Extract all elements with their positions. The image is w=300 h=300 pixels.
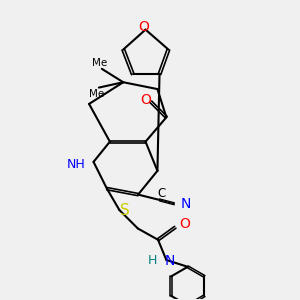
Text: NH: NH: [67, 158, 85, 171]
Text: O: O: [140, 93, 151, 107]
Text: C: C: [158, 188, 166, 200]
Text: O: O: [139, 20, 149, 34]
Text: Me: Me: [89, 89, 104, 99]
Text: H: H: [148, 254, 157, 267]
Text: S: S: [121, 203, 130, 218]
Text: N: N: [181, 197, 191, 211]
Text: N: N: [164, 254, 175, 268]
Text: Me: Me: [92, 58, 107, 68]
Text: O: O: [179, 217, 190, 231]
